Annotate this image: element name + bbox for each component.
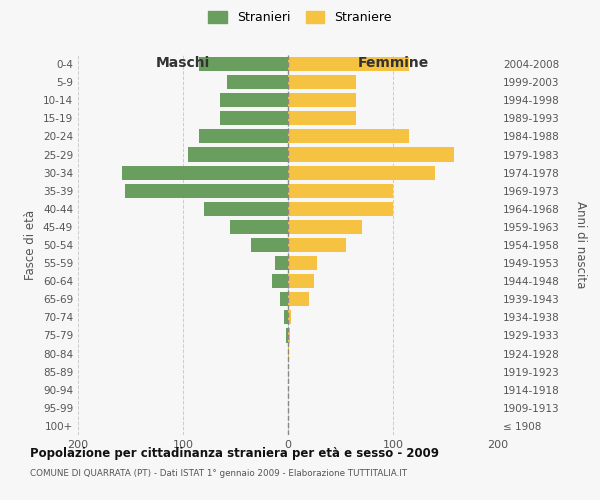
- Text: Femmine: Femmine: [358, 56, 428, 70]
- Bar: [288, 93, 356, 108]
- Bar: [288, 184, 393, 198]
- Bar: [220, 112, 288, 126]
- Bar: [288, 310, 291, 324]
- Legend: Stranieri, Straniere: Stranieri, Straniere: [206, 8, 394, 26]
- Y-axis label: Fasce di età: Fasce di età: [25, 210, 37, 280]
- Bar: [230, 220, 288, 234]
- Bar: [199, 57, 288, 71]
- Bar: [288, 238, 346, 252]
- Bar: [288, 148, 454, 162]
- Bar: [280, 292, 288, 306]
- Text: Maschi: Maschi: [156, 56, 210, 70]
- Bar: [220, 93, 288, 108]
- Bar: [288, 166, 435, 179]
- Bar: [125, 184, 288, 198]
- Bar: [288, 292, 309, 306]
- Bar: [288, 346, 289, 360]
- Bar: [288, 328, 290, 342]
- Bar: [288, 256, 317, 270]
- Bar: [286, 328, 288, 342]
- Text: COMUNE DI QUARRATA (PT) - Dati ISTAT 1° gennaio 2009 - Elaborazione TUTTITALIA.I: COMUNE DI QUARRATA (PT) - Dati ISTAT 1° …: [30, 469, 407, 478]
- Bar: [204, 202, 288, 216]
- Y-axis label: Anni di nascita: Anni di nascita: [574, 202, 587, 288]
- Bar: [288, 130, 409, 143]
- Bar: [199, 130, 288, 143]
- Bar: [122, 166, 288, 179]
- Bar: [288, 57, 409, 71]
- Bar: [288, 274, 314, 288]
- Bar: [188, 148, 288, 162]
- Bar: [288, 112, 356, 126]
- Bar: [227, 75, 288, 89]
- Bar: [272, 274, 288, 288]
- Bar: [284, 310, 288, 324]
- Bar: [251, 238, 288, 252]
- Bar: [288, 75, 356, 89]
- Bar: [288, 202, 393, 216]
- Text: Popolazione per cittadinanza straniera per età e sesso - 2009: Popolazione per cittadinanza straniera p…: [30, 448, 439, 460]
- Bar: [288, 220, 361, 234]
- Bar: [275, 256, 288, 270]
